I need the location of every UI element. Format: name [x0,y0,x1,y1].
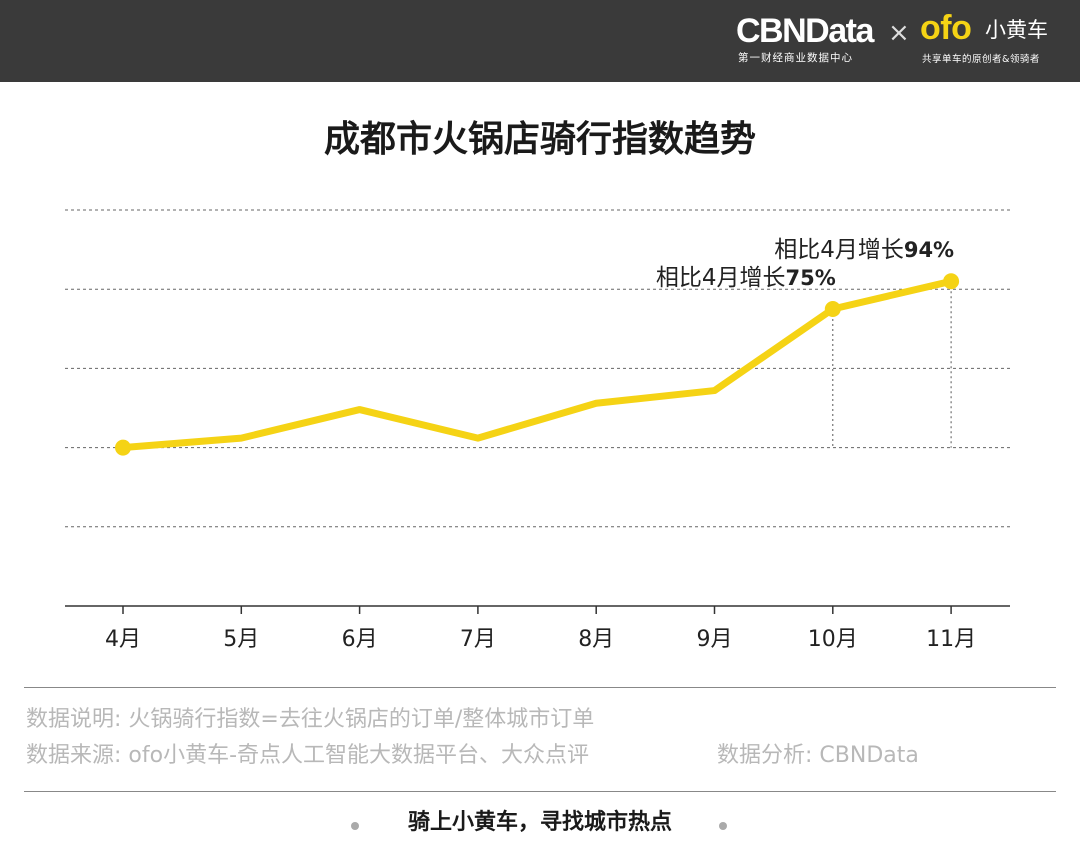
ofo-logo-cn: 小黄车 [985,18,1048,42]
annotation-value: 94% [903,238,955,263]
chart-title: 成都市火锅店骑行指数趋势 [323,119,756,160]
footer-dot-right [719,822,727,830]
x-tick-label: 6月 [342,627,378,652]
data-point [943,273,960,290]
x-tick-label: 4月 [105,627,141,652]
ofo-logo: ofo [920,9,972,47]
x-tick-label: 9月 [697,627,733,652]
data-analysis: 数据分析: CBNData [717,743,919,768]
data-source: 数据来源: ofo小黄车-奇点人工智能大数据平台、大众点评 [26,743,590,768]
cbndata-subtitle: 第一财经商业数据中心 [738,52,853,64]
annotation-11月: 相比4月增长94% [774,239,954,262]
annotation-prefix: 相比4月增长 [774,237,904,264]
data-point [115,439,131,456]
x-tick-label: 11月 [926,627,976,652]
divider-top [24,687,1056,688]
cbndata-logo: CBNData [736,12,874,50]
divider-bottom [24,791,1056,792]
ofo-subtitle: 共享单车的原创者&领骑者 [922,54,1040,65]
x-tick-label: 5月 [223,627,259,652]
annotation-10月: 相比4月增长75% [656,267,836,290]
header-bar: CBNData 第一财经商业数据中心 × ofo 小黄车 共享单车的原创者&领骑… [0,0,1080,82]
footer-slogan: 骑上小黄车，寻找城市热点 [407,810,672,835]
cross-icon: × [888,18,910,48]
x-tick-label: 10月 [808,627,858,652]
data-description: 数据说明: 火锅骑行指数=去往火锅店的订单/整体城市订单 [26,707,595,732]
annotation-value: 75% [785,266,836,290]
x-tick-label: 7月 [460,627,496,652]
x-tick-label: 8月 [578,627,614,652]
annotation-prefix: 相比4月增长 [655,265,786,291]
series-line [119,277,955,452]
data-point [824,301,841,317]
footer-dot-left [351,822,359,830]
